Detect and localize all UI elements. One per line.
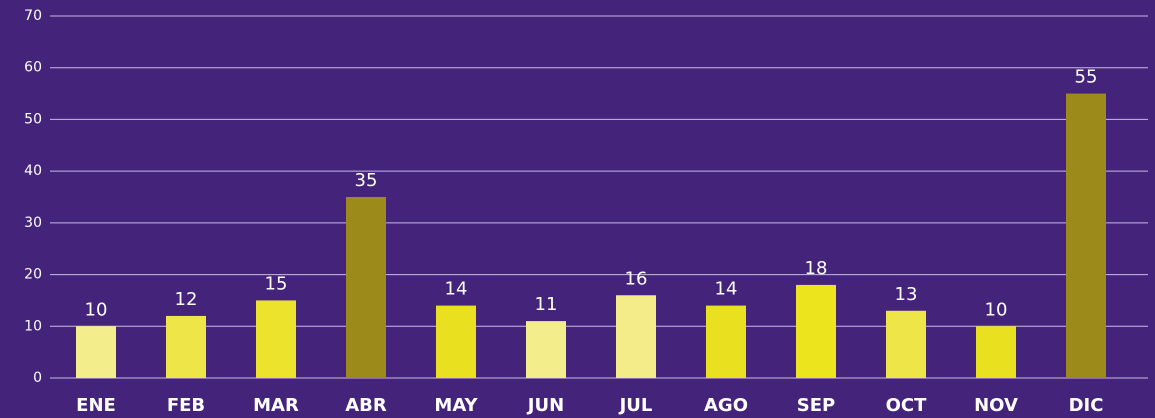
bar xyxy=(706,305,746,378)
y-tick-label: 40 xyxy=(24,163,42,179)
x-tick-label: OCT xyxy=(886,395,928,416)
x-tick-label: SEP xyxy=(797,395,835,416)
bar xyxy=(1066,93,1106,379)
value-label: 11 xyxy=(535,294,558,315)
bar xyxy=(796,284,836,378)
x-tick-label: MAR xyxy=(253,395,299,416)
x-tick-label: NOV xyxy=(974,395,1018,416)
bar xyxy=(976,326,1016,378)
bar xyxy=(346,197,386,378)
bar xyxy=(526,321,566,378)
value-label: 10 xyxy=(85,299,108,320)
x-tick-label: MAY xyxy=(434,395,478,416)
x-tick-label: ABR xyxy=(345,395,387,416)
y-tick-label: 60 xyxy=(24,60,42,76)
value-label: 15 xyxy=(265,273,288,294)
x-tick-label: AGO xyxy=(704,395,748,416)
x-tick-label: ENE xyxy=(76,395,116,416)
y-tick-label: 10 xyxy=(24,318,42,334)
value-label: 18 xyxy=(805,258,828,279)
x-tick-label: JUL xyxy=(618,395,653,416)
x-tick-label: DIC xyxy=(1069,395,1104,416)
value-label: 14 xyxy=(445,279,468,300)
value-label: 10 xyxy=(985,299,1008,320)
bar xyxy=(256,300,296,378)
bar xyxy=(166,315,206,378)
y-tick-label: 30 xyxy=(24,215,42,231)
value-label: 55 xyxy=(1075,67,1098,88)
value-label: 35 xyxy=(355,170,378,191)
y-tick-label: 70 xyxy=(24,8,42,24)
y-tick-label: 0 xyxy=(33,370,42,386)
bar xyxy=(76,326,116,378)
y-tick-label: 20 xyxy=(24,267,42,283)
x-tick-label: FEB xyxy=(167,395,205,416)
bar xyxy=(436,305,476,378)
x-tick-label: JUN xyxy=(526,395,564,416)
value-label: 14 xyxy=(715,279,738,300)
bar xyxy=(886,310,926,378)
value-label: 12 xyxy=(175,289,198,310)
y-tick-label: 50 xyxy=(24,111,42,127)
value-label: 13 xyxy=(895,284,918,305)
value-label: 16 xyxy=(625,268,648,289)
bar xyxy=(616,295,656,378)
